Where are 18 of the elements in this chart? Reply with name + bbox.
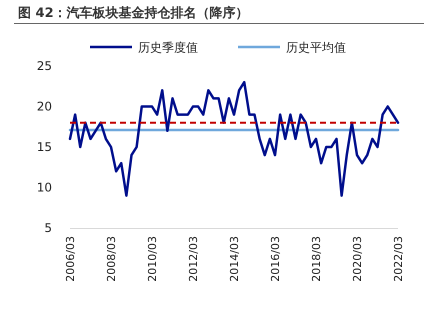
x-tick-label: 2018/03 <box>310 236 323 282</box>
y-tick-label: 20 <box>36 100 52 114</box>
x-tick-label: 2010/03 <box>146 236 159 282</box>
y-tick-label: 15 <box>36 140 52 154</box>
y-tick-label: 10 <box>36 180 52 194</box>
x-tick-label: 2020/03 <box>351 236 364 282</box>
x-tick-label: 2022/03 <box>392 236 405 282</box>
x-tick-label: 2012/03 <box>187 236 200 282</box>
x-tick-label: 2006/03 <box>64 236 77 282</box>
line-series <box>68 80 400 197</box>
legend-label: 历史平均值 <box>286 40 346 54</box>
x-tick-label: 2016/03 <box>269 236 282 282</box>
y-tick-label: 25 <box>36 59 52 73</box>
legend-label: 历史季度值 <box>138 40 198 54</box>
y-tick-label: 5 <box>44 221 52 235</box>
chart-title: 图 42：汽车板块基金持仓排名（降序） <box>18 5 249 21</box>
x-tick-label: 2014/03 <box>228 236 241 282</box>
x-tick-label: 2008/03 <box>105 236 118 282</box>
